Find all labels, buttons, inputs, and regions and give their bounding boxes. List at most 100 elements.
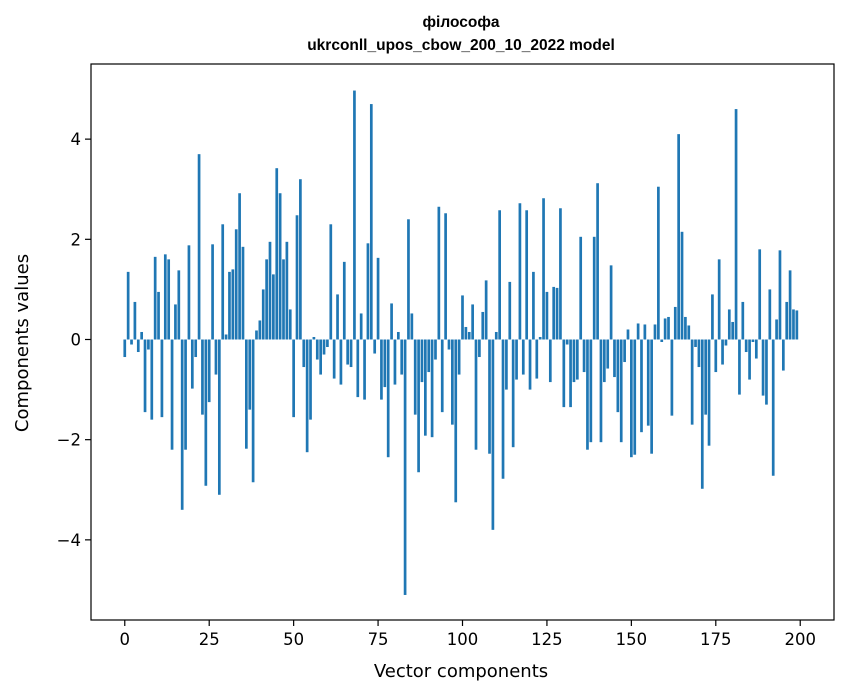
bar xyxy=(690,339,694,425)
bar xyxy=(646,339,650,426)
y-tick-label: −4 xyxy=(57,531,81,550)
bar xyxy=(491,339,495,530)
bar xyxy=(295,215,299,340)
y-tick-label: −2 xyxy=(57,431,81,450)
bar xyxy=(315,339,319,360)
bar xyxy=(376,257,380,340)
bar xyxy=(532,271,535,340)
bar xyxy=(201,339,204,415)
bar xyxy=(731,321,735,340)
bar xyxy=(150,339,154,420)
bar xyxy=(353,90,356,340)
bar xyxy=(592,236,596,340)
bar xyxy=(680,231,684,340)
bar xyxy=(667,316,670,340)
bar xyxy=(744,339,748,353)
bar xyxy=(758,249,762,340)
bar xyxy=(369,104,373,340)
bar xyxy=(579,236,583,340)
bar xyxy=(380,339,383,400)
bar xyxy=(305,339,309,453)
bar xyxy=(616,339,620,413)
bar xyxy=(684,316,687,340)
bar xyxy=(359,313,363,340)
bar xyxy=(261,289,265,340)
bar xyxy=(440,339,444,413)
bar xyxy=(437,206,441,340)
bar xyxy=(565,339,569,345)
bar xyxy=(765,339,768,405)
bar xyxy=(552,286,556,340)
bar xyxy=(309,339,312,420)
bar xyxy=(663,318,667,340)
bar xyxy=(430,339,434,438)
y-axis-label: Components values xyxy=(12,254,33,432)
bar xyxy=(630,339,633,458)
bar xyxy=(396,331,400,340)
bar xyxy=(366,243,370,340)
bar xyxy=(265,259,268,340)
y-tick-label: 2 xyxy=(71,230,82,249)
bar xyxy=(562,339,566,408)
bar xyxy=(241,246,245,340)
bar xyxy=(312,336,316,340)
bar xyxy=(207,339,211,403)
x-tick-label: 75 xyxy=(368,630,389,649)
bar xyxy=(643,324,647,340)
bar xyxy=(609,265,613,340)
bar xyxy=(613,339,616,378)
bar xyxy=(548,339,552,383)
bar xyxy=(488,339,491,454)
bar xyxy=(221,224,225,340)
x-tick-label: 150 xyxy=(616,630,648,649)
bar xyxy=(501,339,505,479)
bar xyxy=(457,339,461,375)
bar xyxy=(636,323,640,340)
bar xyxy=(217,339,221,495)
bar xyxy=(454,339,458,503)
bar xyxy=(346,339,350,365)
bar xyxy=(251,339,255,483)
bar xyxy=(278,193,282,340)
bar xyxy=(700,339,704,489)
bar xyxy=(538,336,542,340)
bar xyxy=(694,339,697,348)
bar xyxy=(133,301,137,340)
bar xyxy=(626,329,630,340)
bar xyxy=(153,256,157,340)
bar xyxy=(481,311,485,340)
bar xyxy=(163,254,167,340)
bar xyxy=(795,310,799,340)
bar xyxy=(383,339,387,388)
bar xyxy=(741,301,745,340)
bar xyxy=(160,339,164,418)
bar xyxy=(123,339,127,358)
bar xyxy=(582,339,586,373)
bar xyxy=(140,331,144,340)
bar xyxy=(356,339,360,398)
bar xyxy=(288,309,292,340)
bar xyxy=(363,339,366,400)
bar xyxy=(687,325,691,340)
bar xyxy=(602,339,606,383)
bar xyxy=(464,326,468,340)
bar xyxy=(349,339,353,368)
bar xyxy=(673,306,677,340)
bar xyxy=(329,224,333,340)
x-tick-label: 0 xyxy=(120,630,131,649)
bar xyxy=(413,339,417,415)
chart-title: філософа xyxy=(422,14,499,31)
bar xyxy=(268,241,272,340)
bar xyxy=(623,339,626,363)
bar xyxy=(170,339,174,450)
bar xyxy=(788,270,792,340)
bar xyxy=(403,339,407,595)
bar xyxy=(677,134,680,340)
bar xyxy=(282,259,285,340)
bar xyxy=(768,289,772,340)
bar xyxy=(474,339,478,450)
bar xyxy=(586,339,589,450)
x-tick-label: 100 xyxy=(447,630,479,649)
bar xyxy=(336,294,339,340)
